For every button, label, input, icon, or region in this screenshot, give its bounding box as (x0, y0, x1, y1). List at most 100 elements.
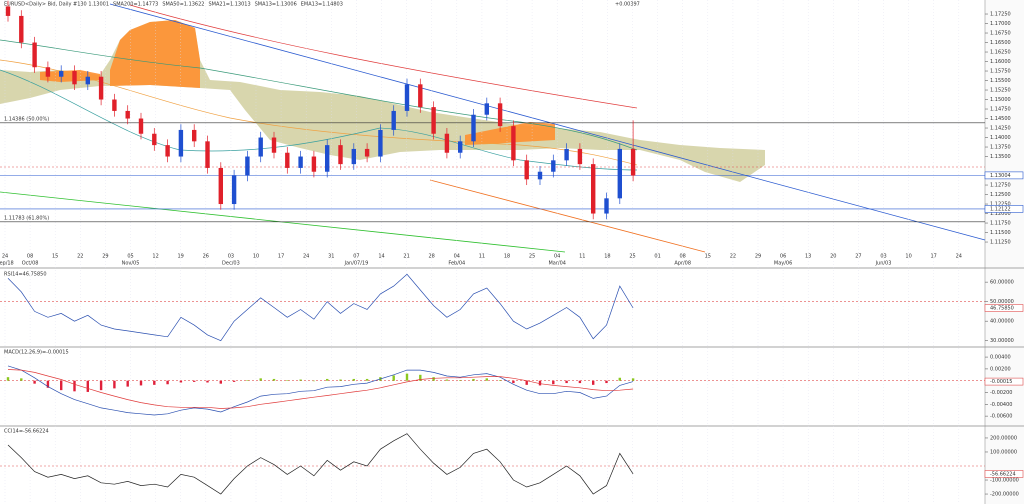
macd-histogram-bar (605, 380, 608, 384)
y-tick-label: 1.14500 (990, 116, 1011, 122)
candle-body (205, 141, 210, 168)
price-tag-label: 1.12122 (990, 206, 1011, 212)
header-text: SMA21=1.13013 (208, 2, 250, 8)
candle-body (551, 160, 556, 172)
y-tick-label: 1.13750 (990, 145, 1011, 151)
price-tag-label: 1.13004 (990, 173, 1011, 179)
x-tick-month: Apr/08 (674, 261, 691, 267)
x-tick-label: 08 (27, 254, 33, 260)
candle-body (577, 148, 583, 165)
x-tick-label: 18 (604, 254, 610, 260)
macd-histogram-bar (339, 379, 342, 381)
y-tick-label: 200.00000 (990, 435, 1017, 441)
candle-body (231, 175, 237, 205)
y-tick-label: 1.15500 (990, 78, 1011, 84)
macd-histogram-bar (33, 380, 36, 384)
candle-body (165, 145, 170, 157)
macd-histogram-bar (618, 377, 621, 381)
candle-body (72, 71, 77, 85)
x-tick-label: 22 (730, 254, 736, 260)
macd-histogram-bar (139, 380, 143, 386)
macd-histogram-bar (299, 379, 302, 381)
candle-body (524, 160, 529, 180)
y-tick-label: -0.00200 (990, 390, 1012, 396)
candle-body (125, 110, 130, 119)
x-tick-label: 01 (654, 254, 660, 260)
x-tick-label: 25 (629, 254, 635, 260)
price-tag-label: 46.75850 (990, 305, 1014, 311)
macd-histogram-bar (498, 380, 502, 381)
x-tick-label: 17 (278, 254, 284, 260)
macd-histogram-bar (538, 380, 542, 386)
macd-histogram-bar (312, 380, 316, 382)
x-tick-label: 11 (479, 254, 485, 260)
price-tag (984, 171, 1024, 180)
macd-histogram-bar (73, 380, 76, 392)
price-tag (984, 205, 1024, 213)
candle-body (404, 84, 410, 111)
y-tick-label: 1.16250 (990, 50, 1011, 56)
macd-histogram-bar (166, 380, 169, 385)
y-tick-label: 1.16750 (990, 31, 1011, 37)
candle-body (617, 148, 622, 199)
x-tick-label: 03 (880, 254, 886, 260)
candle-body (192, 129, 197, 142)
y-tick-label: -100.00000 (990, 478, 1019, 484)
candle-body (471, 114, 476, 142)
macd-histogram-bar (459, 380, 462, 381)
y-tick-label: 30.00000 (990, 338, 1014, 344)
y-tick-label: 60.00000 (990, 280, 1014, 286)
candle-body (418, 84, 423, 108)
macd-histogram-bar (99, 380, 103, 391)
y-tick-label: 100.00000 (990, 449, 1017, 455)
price-tag-label: -0.00015 (990, 379, 1012, 385)
macd-histogram-bar (578, 380, 582, 384)
candle-body (45, 67, 51, 77)
candle-body (178, 129, 184, 157)
x-tick-month: Dec/03 (222, 261, 240, 267)
y-tick-label: 1.14250 (990, 126, 1011, 132)
price-scale (985, 0, 1024, 504)
x-tick-month: May/06 (774, 261, 792, 267)
macd-histogram-bar (445, 379, 449, 381)
candle-body (511, 126, 516, 161)
macd-histogram-bar (60, 380, 63, 391)
y-tick-label: 1.11500 (990, 230, 1011, 236)
x-tick-label: 26 (203, 254, 209, 260)
macd-histogram-bar (206, 380, 209, 383)
candle-body (351, 148, 356, 165)
y-tick-label: 1.16000 (990, 59, 1011, 65)
y-tick-label: 1.14000 (990, 135, 1011, 141)
macd-histogram-bar (419, 374, 422, 381)
candle-body (271, 137, 277, 153)
x-tick-label: 15 (705, 254, 711, 260)
macd-histogram-bar (179, 380, 183, 383)
y-tick-label: -0.00400 (990, 402, 1012, 408)
x-tick-label: 04 (454, 254, 460, 260)
candle-body (364, 148, 370, 157)
candle-body (630, 148, 636, 176)
y-tick-label: 1.12000 (990, 211, 1011, 217)
price-tag (984, 377, 1024, 386)
macd-histogram-bar (259, 378, 262, 381)
candle-body (497, 103, 503, 127)
x-tick-label: 25 (529, 254, 535, 260)
x-tick-month: Jun/03 (875, 261, 892, 267)
candle-body (32, 42, 37, 68)
macd-histogram-bar (6, 377, 10, 381)
candle-body (218, 167, 223, 205)
candle-body (537, 171, 543, 180)
macd-histogram-bar (392, 375, 395, 381)
candle-body (458, 141, 463, 153)
candle-body (59, 71, 64, 77)
x-tick-label: 07 (353, 254, 359, 260)
candle-body (338, 145, 343, 165)
x-tick-label: 04 (554, 254, 560, 260)
fib-label: 1.11783 (61.80%) (4, 215, 49, 221)
x-tick-label: 15 (52, 254, 58, 260)
candle-body (325, 145, 330, 172)
x-tick-label: 17 (931, 254, 937, 260)
x-tick-label: 29 (102, 254, 108, 260)
candle-body (258, 137, 263, 157)
